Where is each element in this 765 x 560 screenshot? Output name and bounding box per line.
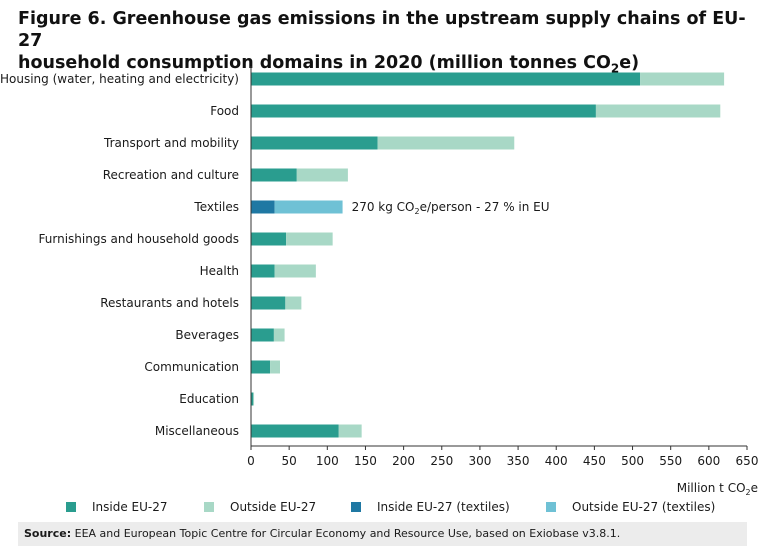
x-tick-label-650: 650 [736,454,759,468]
x-axis-title: Million t CO2e [677,481,758,497]
bar-restaurants-and-hotels-inside-eu-27 [251,296,286,310]
source-note: Source: EEA and European Topic Centre fo… [18,522,747,546]
title-line-1: Figure 6. Greenhouse gas emissions in th… [18,9,746,51]
category-label-communication: Communication [144,360,239,374]
chart-legend: Inside EU-27 Outside EU-27 Inside EU-27 … [18,500,758,516]
bar-furnishings-and-household-goods-inside-eu-27 [251,232,287,246]
bar-health-inside-eu-27 [251,264,275,278]
category-label-restaurants-and-hotels: Restaurants and hotels [100,296,239,310]
x-tick-label-550: 550 [659,454,682,468]
category-label-recreation-and-culture: Recreation and culture [103,168,239,182]
bar-beverages-inside-eu-27 [251,328,274,342]
x-tick-label-350: 350 [507,454,530,468]
legend-swatch-outside [204,502,214,512]
x-tick-label-400: 400 [545,454,568,468]
legend-label-outside-textiles: Outside EU-27 (textiles) [572,500,716,514]
source-text: EEA and European Topic Centre for Circul… [71,527,621,540]
legend-label-inside-textiles: Inside EU-27 (textiles) [377,500,510,514]
x-tick-label-50: 50 [282,454,297,468]
x-tick-label-200: 200 [392,454,415,468]
legend-swatch-inside [66,502,76,512]
legend-item-outside: Outside EU-27 [204,500,316,514]
x-tick-label-600: 600 [697,454,720,468]
legend-swatch-inside-textiles [351,502,361,512]
bar-beverages-outside-eu-27 [273,328,285,342]
bar-communication-inside-eu-27 [251,360,271,374]
category-label-transport-and-mobility: Transport and mobility [103,136,239,150]
bar-food-outside-eu-27 [595,104,721,118]
legend-label-inside: Inside EU-27 [92,500,168,514]
category-label-education: Education [179,392,239,406]
x-tick-label-0: 0 [247,454,255,468]
bar-textiles-inside-eu-27 [251,200,275,214]
bar-miscellaneous-outside-eu-27 [338,424,362,438]
legend-label-outside: Outside EU-27 [230,500,317,514]
category-label-health: Health [200,264,239,278]
category-label-food: Food [210,104,239,118]
legend-item-inside: Inside EU-27 [66,500,168,514]
category-label-beverages: Beverages [175,328,239,342]
category-label-furnishings-and-household-goods: Furnishings and household goods [39,232,239,246]
category-label-housing-water-heating-and-electricity: Housing (water, heating and electricity) [0,72,239,86]
legend-swatch-outside-textiles [546,502,556,512]
bar-housing-water-heating-and-electricity-inside-eu-27 [251,72,641,86]
x-tick-label-450: 450 [583,454,606,468]
bar-miscellaneous-inside-eu-27 [251,424,339,438]
x-tick-label-100: 100 [316,454,339,468]
bar-textiles-outside-eu-27 [274,200,343,214]
bar-housing-water-heating-and-electricity-outside-eu-27 [640,72,725,86]
bar-restaurants-and-hotels-outside-eu-27 [285,296,302,310]
bar-furnishings-and-household-goods-outside-eu-27 [286,232,333,246]
bar-communication-outside-eu-27 [270,360,280,374]
category-label-textiles: Textiles [193,200,239,214]
legend-item-inside-textiles: Inside EU-27 (textiles) [351,500,510,514]
bar-food-inside-eu-27 [251,104,596,118]
x-tick-label-250: 250 [430,454,453,468]
legend-item-outside-textiles: Outside EU-27 (textiles) [546,500,715,514]
bar-recreation-and-culture-inside-eu-27 [251,168,297,182]
bar-transport-and-mobility-inside-eu-27 [251,136,378,150]
x-tick-label-500: 500 [621,454,644,468]
bar-education-outside-eu-27 [253,392,255,406]
x-tick-label-150: 150 [354,454,377,468]
chart-title: Figure 6. Greenhouse gas emissions in th… [18,8,753,80]
bar-chart: Housing (water, heating and electricity)… [0,66,759,497]
source-label: Source: [24,527,72,540]
bar-transport-and-mobility-outside-eu-27 [377,136,515,150]
title-line-2: household consumption domains in 2020 (m… [18,53,640,76]
category-label-miscellaneous: Miscellaneous [155,424,239,438]
x-tick-label-300: 300 [468,454,491,468]
bar-recreation-and-culture-outside-eu-27 [296,168,348,182]
bar-education-inside-eu-27 [251,392,254,406]
bar-health-outside-eu-27 [274,264,316,278]
textiles-annotation: 270 kg CO2e/person - 27 % in EU [352,200,550,216]
